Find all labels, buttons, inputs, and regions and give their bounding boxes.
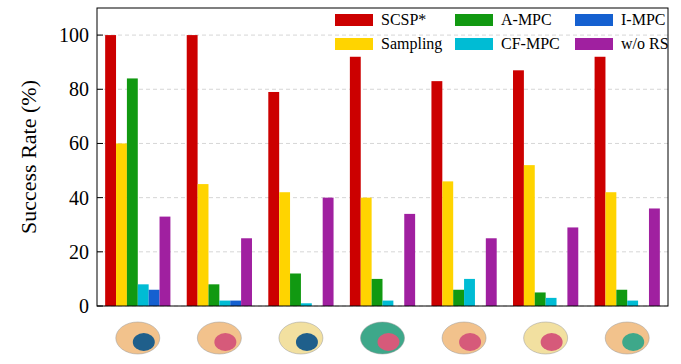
object-icon [459,333,481,351]
tick-label: 20 [69,241,89,263]
bar [268,92,279,306]
plot-frame [97,8,668,306]
bar [627,301,638,306]
bar [198,184,209,306]
bar [372,279,383,306]
grid-line [97,143,668,144]
object-icon [541,333,563,351]
object-icon [133,333,155,351]
bar [279,192,290,306]
legend-label: I-MPC [621,11,665,28]
object-icon [442,322,486,354]
bar [160,217,171,306]
legend-swatch [575,38,613,50]
legend-swatch [455,38,493,50]
object-icon [524,322,568,354]
bar [616,290,627,306]
bar [453,290,464,306]
bar [361,198,372,306]
bar [535,292,546,306]
object-icon [361,322,405,354]
object-icon [605,322,649,354]
object-icon [378,333,400,351]
bar [323,198,334,306]
legend-label: Sampling [381,35,442,53]
object-icon [214,333,236,351]
legend-label: CF-MPC [501,35,560,52]
object-icon [116,322,160,354]
legend-label: w/o RS [621,35,669,52]
legend-swatch [575,14,613,26]
bar [524,165,535,306]
bar [116,143,127,306]
object-icon [197,322,241,354]
bar [290,273,301,306]
tick-label: 80 [69,78,89,100]
bar [241,238,252,306]
grid-line [97,197,668,198]
legend-swatch [335,14,373,26]
bar [383,301,394,306]
bar [464,279,475,306]
legend-label: A-MPC [501,11,552,28]
bar [105,35,116,306]
grid-line [97,89,668,90]
tick-label: 40 [69,187,89,209]
bar [230,301,241,306]
tick-mark [97,143,103,144]
tick-label: 0 [79,295,89,317]
bar [546,298,557,306]
legend-swatch [455,14,493,26]
tick-label: 100 [59,24,89,46]
bar [567,227,578,306]
bar [127,78,138,306]
tick-mark [97,251,103,252]
object-icon [622,333,644,351]
bar [138,284,149,306]
bar [431,81,442,306]
bar [208,284,219,306]
bar [513,70,524,306]
object-icon [296,333,318,351]
bar [649,208,660,306]
legend-label: SCSP* [381,11,426,28]
tick-mark [97,89,103,90]
bar [486,238,497,306]
tick-mark [97,35,103,36]
legend-swatch [335,38,373,50]
tick-mark [97,197,103,198]
axis-title: Success Rate (%) [16,80,41,234]
bar [442,181,453,306]
bars [105,35,660,306]
bar [595,57,606,306]
tick-label: 60 [69,132,89,154]
bar [404,214,415,306]
object-icon [279,322,323,354]
bar [605,192,616,306]
grid-line [97,251,668,252]
bar [219,301,230,306]
bar [149,290,160,306]
chart: 0 20 40 60 80 100 Success Rate (%) SCSP* Samplin… [0,0,681,364]
bar [350,57,361,306]
bar [187,35,198,306]
